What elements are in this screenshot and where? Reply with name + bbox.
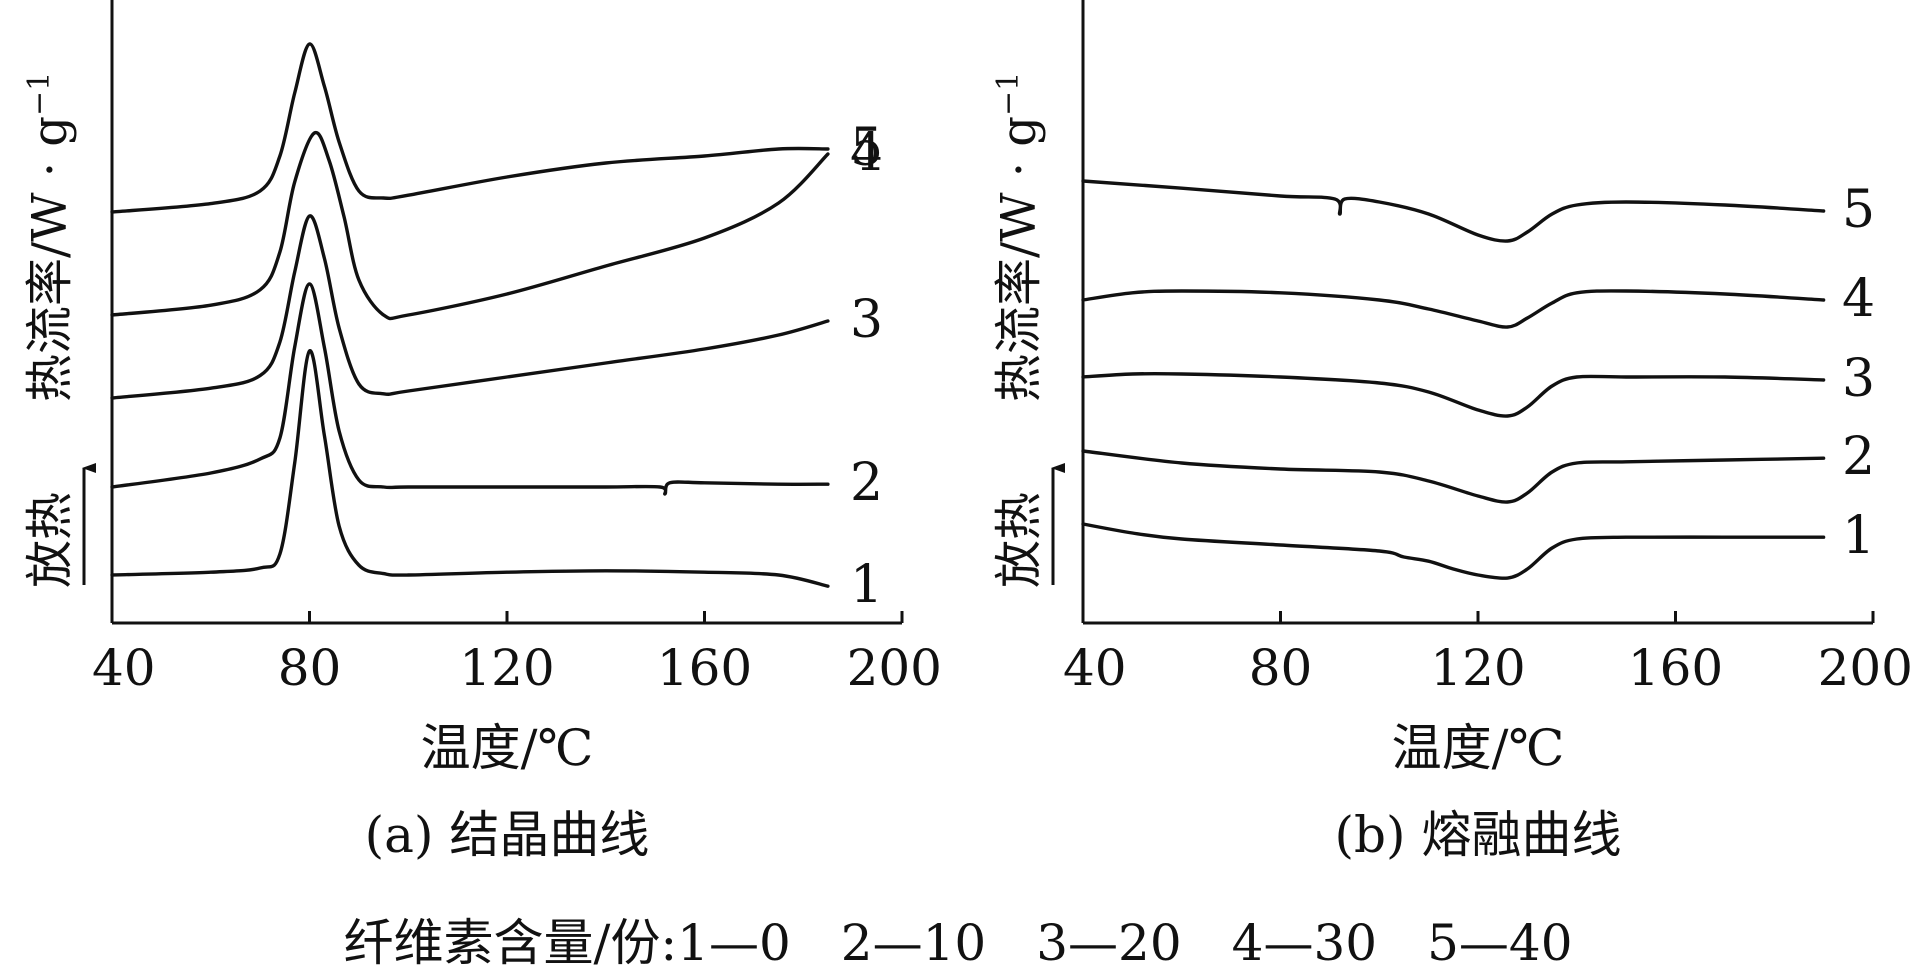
x-tick-label-120: 120 [459,639,554,697]
panel-caption: (a) 结晶曲线 [365,806,650,864]
series-3-label: 3 [1842,349,1875,409]
series-4-label: 4 [850,123,883,183]
series-2-label: 2 [850,453,883,513]
x-tick-label-160: 160 [1628,639,1723,697]
exothermic-direction-label: 放热 [991,492,1047,588]
series-3-line [1081,371,1826,418]
series-1-line [1081,522,1826,580]
series-5-label: 5 [1842,180,1875,240]
y-axis-label-superscript: −1 [991,72,1026,116]
y-axis-label: 热流率/W · g−1 [991,72,1048,402]
series-2-line [1081,449,1826,504]
series-4-line [110,130,830,321]
x-ticks [1081,611,1875,623]
legend-note: 纤维素含量/份:1—0 2—10 3—20 4—30 5—40 [343,914,1572,972]
series-3-line [110,214,830,400]
series-5-label: 5 [850,118,883,178]
series-labels: 1 2 3 4 5 [1842,180,1875,566]
x-tick-label-160: 160 [657,639,752,697]
series-5-line [110,42,830,214]
y-axis-label-superscript: −1 [22,72,57,116]
series-labels: 1 2 3 45 [850,118,883,615]
x-tick-label-80: 80 [278,639,342,697]
x-tick-labels: 40 80 120 160 200 [92,639,942,697]
series-1-line [110,349,830,588]
series-4-line [1081,289,1826,329]
x-ticks [110,611,904,623]
x-tick-labels: 40 80 120 160 200 [1063,639,1913,697]
x-axis-label: 温度/℃ [1392,719,1565,777]
series-curves [1081,179,1826,580]
panel-caption: (b) 熔融曲线 [1335,806,1622,864]
x-tick-label-80: 80 [1249,639,1313,697]
x-axis-label: 温度/℃ [421,719,594,777]
x-tick-label-40: 40 [92,639,156,697]
x-tick-label-120: 120 [1430,639,1525,697]
series-2-label: 2 [1842,427,1875,487]
exothermic-direction-label: 放热 [22,492,78,588]
series-5-line [1081,179,1826,243]
series-2-line [110,282,830,496]
series-1-label: 1 [1842,506,1875,566]
x-tick-label-40: 40 [1063,639,1127,697]
y-axis-label: 热流率/W · g−1 [22,72,79,402]
series-curves [110,42,830,588]
x-tick-label-200: 200 [1818,639,1913,697]
series-4-label: 4 [1842,269,1875,329]
x-tick-label-200: 200 [847,639,942,697]
series-1-label: 1 [850,555,883,615]
series-3-label: 3 [850,290,883,350]
